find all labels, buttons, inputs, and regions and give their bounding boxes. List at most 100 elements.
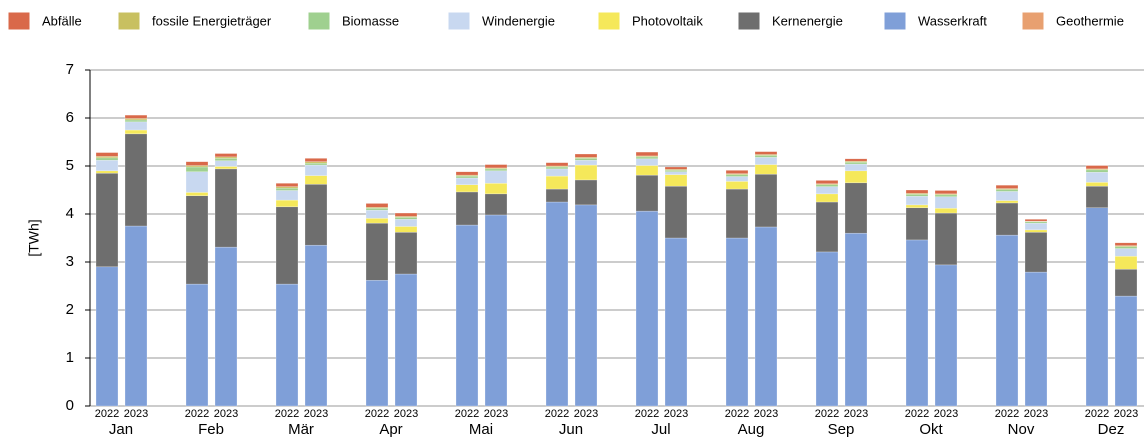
bar-segment xyxy=(394,217,418,220)
bar-segment xyxy=(664,237,688,407)
bar-segment xyxy=(1114,295,1138,407)
x-group-label: Nov xyxy=(1008,421,1035,438)
bar-segment xyxy=(754,157,778,165)
x-group-label: Okt xyxy=(919,421,943,438)
bar-segment xyxy=(185,166,209,173)
x-sub-label: 2023 xyxy=(1024,408,1048,420)
bar-segment xyxy=(635,158,659,166)
bar-segment xyxy=(934,207,958,214)
bar-segment xyxy=(574,159,598,166)
bar-segment xyxy=(124,121,148,131)
bar-segment xyxy=(95,152,119,157)
bar-segment xyxy=(1114,268,1138,297)
bar-segment xyxy=(635,151,659,157)
bar-segment xyxy=(214,160,238,167)
bar-segment xyxy=(484,164,508,169)
x-sub-label: 2023 xyxy=(574,408,598,420)
y-axis-label: [TWh] xyxy=(26,219,42,256)
x-group-label: Apr xyxy=(379,421,402,438)
bar-segment xyxy=(214,166,238,170)
y-tick-label: 0 xyxy=(66,397,74,414)
bar-segment xyxy=(995,189,1019,192)
bar-segment xyxy=(1024,222,1048,231)
bar-segment xyxy=(635,210,659,407)
x-group-label: Jan xyxy=(109,421,133,438)
bar-segment xyxy=(394,273,418,407)
bar-segment xyxy=(394,212,418,217)
x-sub-label: 2022 xyxy=(185,408,209,420)
bar-segment xyxy=(815,193,839,203)
x-group-label: Dez xyxy=(1098,421,1125,438)
bar-segment xyxy=(574,164,598,181)
bar-segment xyxy=(1085,182,1109,187)
x-sub-label: 2022 xyxy=(455,408,479,420)
x-sub-label: 2022 xyxy=(275,408,299,420)
x-sub-label: 2023 xyxy=(484,408,508,420)
bar-segment xyxy=(545,188,569,203)
bar-segment xyxy=(1024,271,1048,407)
bar-segment xyxy=(934,212,958,266)
bar-segment xyxy=(124,133,148,227)
x-sub-label: 2023 xyxy=(394,408,418,420)
bar-segment xyxy=(394,219,418,227)
bar-segment xyxy=(1114,255,1138,270)
bar-segment xyxy=(365,203,389,208)
bar-segment xyxy=(1114,246,1138,249)
bar-segment xyxy=(844,182,868,234)
bar-segment xyxy=(1114,248,1138,257)
bar-segment xyxy=(185,195,209,285)
bar-segment xyxy=(1024,229,1048,233)
bar-segment xyxy=(905,195,929,206)
bar-segment xyxy=(304,162,328,166)
bar-segment xyxy=(304,244,328,407)
bar-segment xyxy=(725,181,749,190)
bar-segment xyxy=(905,204,929,209)
bar-segment xyxy=(725,237,749,407)
bar-segment xyxy=(934,264,958,407)
bar-segment xyxy=(754,155,778,158)
bar-segment xyxy=(844,158,868,162)
x-sub-label: 2023 xyxy=(844,408,868,420)
bar-segment xyxy=(815,251,839,407)
x-sub-label: 2023 xyxy=(1114,408,1138,420)
bar-segment xyxy=(905,194,929,197)
bar-segment xyxy=(664,171,688,175)
bar-segment xyxy=(844,163,868,172)
bar-segment xyxy=(1085,169,1109,173)
bar-segment xyxy=(725,176,749,182)
bar-segment xyxy=(664,166,688,170)
bar-segment xyxy=(635,156,659,160)
y-tick-label: 7 xyxy=(66,61,74,78)
legend-label: Abfälle xyxy=(42,13,82,28)
bar-segment xyxy=(304,183,328,246)
bar-segment xyxy=(934,190,958,195)
bar-segment xyxy=(275,187,299,191)
x-group-label: Sep xyxy=(828,421,855,438)
bar-segment xyxy=(455,224,479,407)
x-sub-label: 2022 xyxy=(905,408,929,420)
bar-segment xyxy=(635,165,659,176)
x-sub-label: 2022 xyxy=(365,408,389,420)
bar-segment xyxy=(844,161,868,165)
y-tick-label: 3 xyxy=(66,253,74,270)
bar-segment xyxy=(275,183,299,187)
bar-segment xyxy=(1024,231,1048,273)
bar-segment xyxy=(275,190,299,201)
bar-segment xyxy=(574,179,598,206)
bar-segment xyxy=(95,172,119,268)
bar-segment xyxy=(815,180,839,185)
x-sub-label: 2022 xyxy=(725,408,749,420)
bar-segment xyxy=(124,119,148,123)
bar-segment xyxy=(905,239,929,407)
bar-segment xyxy=(754,151,778,155)
x-group-label: Jun xyxy=(559,421,583,438)
y-tick-label: 1 xyxy=(66,349,74,366)
bar-segment xyxy=(124,114,148,119)
bar-segment xyxy=(815,184,839,187)
bar-segment xyxy=(365,222,389,281)
bar-segment xyxy=(754,173,778,228)
legend-label: Geothermie xyxy=(1056,13,1124,28)
y-tick-label: 4 xyxy=(66,205,74,222)
bar-segment xyxy=(484,168,508,172)
bar-segment xyxy=(275,206,299,285)
